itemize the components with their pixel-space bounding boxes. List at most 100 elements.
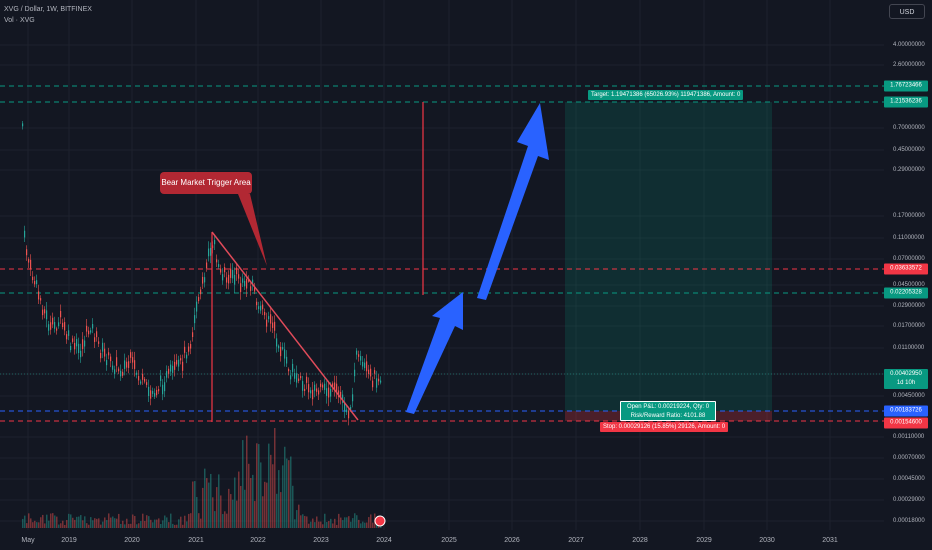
pnl-box[interactable]: Open P&L: 0.00219224, Qty: 0 Risk/Reward… <box>620 401 716 421</box>
candle-body <box>104 348 106 357</box>
candle-body <box>94 337 96 342</box>
candle-body <box>80 350 82 358</box>
candle-body <box>206 262 208 269</box>
volume-bar <box>200 518 202 528</box>
volume-bar <box>230 494 232 528</box>
volume-bar <box>278 470 280 528</box>
volume-bar <box>40 517 42 528</box>
candle-body <box>138 376 140 381</box>
volume-bar <box>232 499 234 528</box>
candle-body <box>274 321 276 331</box>
volume-bar <box>366 522 368 528</box>
candle-body <box>180 358 182 361</box>
volume-bar <box>334 518 336 528</box>
candle-body <box>234 274 236 285</box>
time-tick: 2023 <box>313 537 329 544</box>
blue-arrow-1[interactable] <box>406 292 463 414</box>
candle-body <box>74 342 76 350</box>
volume-bar <box>126 518 128 528</box>
volume-bar <box>136 524 138 528</box>
volume-bar <box>338 513 340 528</box>
last-price-value: 0.00402950 <box>890 371 922 377</box>
volume-bar <box>116 518 118 528</box>
price-tick: 0.04500000 <box>893 282 925 288</box>
volume-bar <box>254 501 256 528</box>
candle-body <box>374 370 376 374</box>
volume-bars <box>22 428 382 528</box>
volume-bar <box>284 446 286 528</box>
volume-bar <box>156 519 158 528</box>
candle-body <box>216 259 218 263</box>
volume-bar <box>236 500 238 528</box>
annotation-callout[interactable]: Bear Market Trigger Area <box>160 172 252 194</box>
volume-bar <box>256 443 258 528</box>
volume-bar <box>364 522 366 528</box>
volume-bar <box>282 465 284 528</box>
candle-body <box>152 391 154 394</box>
volume-bar <box>154 519 156 528</box>
candle-body <box>194 315 196 324</box>
candle-body <box>246 278 248 289</box>
bear-trendline[interactable] <box>211 231 359 421</box>
target-zone[interactable] <box>565 102 772 411</box>
volume-bar <box>84 516 86 528</box>
currency-button[interactable]: USD <box>889 4 925 19</box>
symbol-title[interactable]: XVG / Dollar, 1W, BITFINEX <box>4 6 92 13</box>
candle-body <box>366 361 368 372</box>
candle-body <box>118 368 120 372</box>
volume-bar <box>218 474 220 528</box>
price-label-3: 0.03633572 <box>884 263 928 275</box>
volume-bar <box>346 517 348 528</box>
volume-bar <box>318 521 320 528</box>
candle-body <box>66 334 68 340</box>
blue-arrow-2[interactable] <box>477 103 549 300</box>
time-tick: 2019 <box>61 537 77 544</box>
candle-body <box>332 383 334 387</box>
volume-bar <box>72 517 74 528</box>
volume-bar <box>240 485 242 528</box>
volume-bar <box>356 515 358 528</box>
volume-bar <box>132 514 134 528</box>
volume-bar <box>150 519 152 528</box>
candle-body <box>354 369 356 377</box>
volume-bar <box>106 520 108 528</box>
candle-body <box>318 390 320 395</box>
candle-body <box>256 301 258 306</box>
volume-bar <box>234 477 236 528</box>
volume-bar <box>66 520 68 528</box>
price-label-6: 0.00183726 <box>884 405 928 417</box>
volume-bar <box>258 444 260 528</box>
candle-body <box>124 360 126 369</box>
volume-bar <box>196 497 198 528</box>
candle-body <box>84 340 86 347</box>
earnings-marker-icon[interactable] <box>374 515 386 527</box>
candle-body <box>284 349 286 359</box>
volume-legend[interactable]: Vol · XVG <box>4 17 35 24</box>
target-label[interactable]: Target: 1.19471386 (65026.93%) 119471386… <box>588 90 744 100</box>
candle-body <box>288 369 290 372</box>
stop-label[interactable]: Stop: 0.00029126 (15.85%) 29126, Amount:… <box>600 422 729 432</box>
volume-bar <box>166 517 168 528</box>
volume-bar <box>222 514 224 528</box>
candle-body <box>164 382 166 392</box>
volume-bar <box>172 523 174 528</box>
volume-bar <box>134 515 136 528</box>
candle-body <box>40 298 42 301</box>
volume-bar <box>344 517 346 528</box>
candle-body <box>230 268 232 278</box>
volume-bar <box>108 513 110 528</box>
candle-body <box>162 384 164 395</box>
volume-bar <box>274 428 276 528</box>
candle-body <box>250 286 252 291</box>
time-tick: 2020 <box>124 537 140 544</box>
volume-bar <box>120 523 122 528</box>
candle-body <box>310 390 312 394</box>
volume-bar <box>288 460 290 528</box>
candle-body <box>290 375 292 380</box>
candle-body <box>186 354 188 359</box>
candle-body <box>56 328 58 331</box>
volume-bar <box>70 514 72 528</box>
candle-body <box>116 357 118 366</box>
open-pnl-text: Open P&L: 0.00219224, Qty: 0 <box>626 404 710 410</box>
